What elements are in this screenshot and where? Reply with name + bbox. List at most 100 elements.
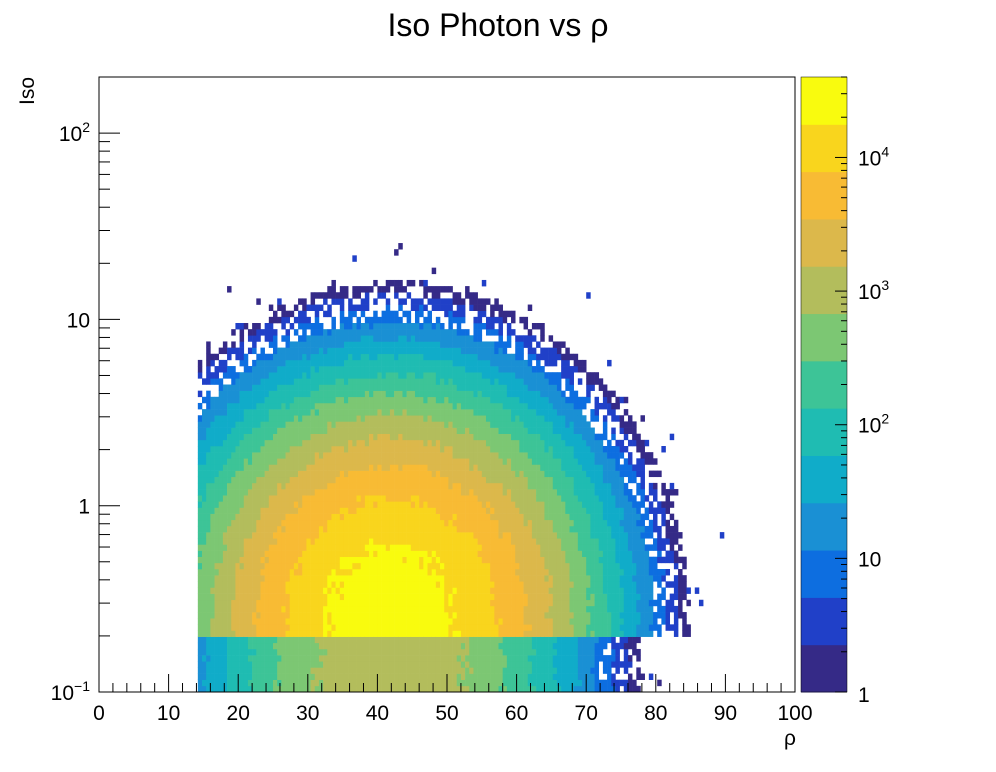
heatmap-cell <box>394 636 399 644</box>
heatmap-cell <box>218 605 224 613</box>
heatmap-cell <box>243 476 249 484</box>
heatmap-cell <box>339 648 345 656</box>
heatmap-cell <box>281 452 286 459</box>
heatmap-cell <box>406 353 412 361</box>
heatmap-cell <box>394 378 399 385</box>
heatmap-cell <box>235 655 240 662</box>
heatmap-cell <box>281 476 286 484</box>
heatmap-cell <box>427 439 432 447</box>
heatmap-cell <box>206 605 211 613</box>
heatmap-cell <box>515 341 520 348</box>
heatmap-cell <box>369 538 374 545</box>
heatmap-cell <box>252 464 257 471</box>
heatmap-cell <box>498 648 503 656</box>
heatmap-cell <box>293 587 299 594</box>
heatmap-cell <box>398 439 403 447</box>
heatmap-cell <box>202 556 207 564</box>
heatmap-cell <box>356 390 361 398</box>
heatmap-cell <box>460 310 466 318</box>
heatmap-cell <box>281 372 286 379</box>
heatmap-cell <box>298 421 303 428</box>
heatmap-cell <box>273 630 278 637</box>
heatmap-cell <box>302 605 307 613</box>
heatmap-cell <box>218 525 224 533</box>
heatmap-cell <box>410 421 416 428</box>
heatmap-cell <box>414 612 420 619</box>
heatmap-cell <box>389 366 395 373</box>
heatmap-cell <box>260 347 265 355</box>
heatmap-cell <box>264 501 270 508</box>
heatmap-cell <box>385 489 391 496</box>
heatmap-cell <box>364 519 370 527</box>
heatmap-cell <box>243 501 249 508</box>
heatmap-cell <box>452 489 458 496</box>
heatmap-cell <box>202 452 207 459</box>
heatmap-cell <box>465 335 470 342</box>
heatmap-cell <box>435 464 441 471</box>
heatmap-cell <box>264 581 270 588</box>
heatmap-cell <box>402 347 407 355</box>
heatmap-cell <box>394 532 399 539</box>
heatmap-cell <box>264 525 270 533</box>
heatmap-cell <box>364 316 370 324</box>
heatmap-cell <box>231 519 236 527</box>
heatmap-cell <box>352 292 357 299</box>
heatmap-cell <box>327 415 332 422</box>
heatmap-cell <box>298 599 303 607</box>
heatmap-cell <box>343 519 349 527</box>
heatmap-cell <box>197 446 203 453</box>
heatmap-cell <box>431 341 437 348</box>
heatmap-cell <box>435 556 441 564</box>
heatmap-cell <box>485 378 491 385</box>
heatmap-cell <box>427 562 432 570</box>
heatmap-cell <box>277 347 282 355</box>
heatmap-cell <box>289 452 295 459</box>
heatmap-cell <box>339 667 345 674</box>
heatmap-cell <box>268 476 274 484</box>
heatmap-cell <box>264 452 270 459</box>
heatmap-cell <box>339 624 345 631</box>
heatmap-cell <box>414 329 420 336</box>
heatmap-cell <box>423 402 428 410</box>
heatmap-cell <box>352 538 357 545</box>
heatmap-cell <box>243 673 249 680</box>
heatmap-cell <box>373 513 378 521</box>
heatmap-cell <box>227 587 232 594</box>
heatmap-cell <box>398 605 403 613</box>
heatmap-cell <box>444 304 449 311</box>
heatmap-cell <box>398 562 403 570</box>
heatmap-cell <box>285 489 291 496</box>
heatmap-cell <box>394 685 399 693</box>
heatmap-cell <box>289 470 295 478</box>
heatmap-cell <box>377 593 382 601</box>
heatmap-cell <box>214 562 220 570</box>
heatmap-cell <box>498 390 503 398</box>
heatmap-cell <box>448 673 453 680</box>
heatmap-cell <box>406 476 412 484</box>
heatmap-cell <box>260 599 265 607</box>
heatmap-cell <box>498 673 503 680</box>
heatmap-cell <box>356 538 361 545</box>
heatmap-cell <box>293 359 299 367</box>
heatmap-cell <box>331 562 336 570</box>
heatmap-cell <box>506 341 512 348</box>
heatmap-cell <box>364 513 370 521</box>
heatmap-cell <box>206 470 211 478</box>
heatmap-cell <box>273 458 278 465</box>
heatmap-cell <box>385 569 391 576</box>
heatmap-cell <box>477 396 483 404</box>
heatmap-cell <box>214 433 220 441</box>
heatmap-cell <box>536 501 541 508</box>
heatmap-cell <box>235 353 240 361</box>
heatmap-cell <box>523 402 529 410</box>
heatmap-cell <box>385 599 391 607</box>
heatmap-cell <box>298 489 303 496</box>
heatmap-cell <box>485 458 491 465</box>
heatmap-cell <box>460 562 466 570</box>
heatmap-cell <box>360 532 366 539</box>
heatmap-cell <box>519 636 524 644</box>
heatmap-cell <box>302 612 307 619</box>
heatmap-cell <box>302 390 307 398</box>
heatmap-cell <box>527 630 533 637</box>
heatmap-cell <box>302 636 307 644</box>
